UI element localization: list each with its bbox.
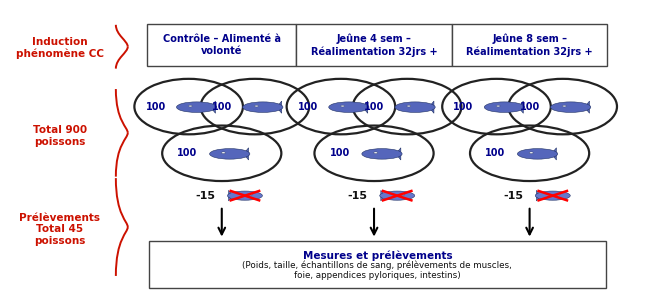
Circle shape	[401, 194, 404, 195]
Text: 100: 100	[485, 148, 505, 158]
Circle shape	[529, 152, 534, 154]
Text: Jeûne 8 sem –
Réalimentation 32jrs +: Jeûne 8 sem – Réalimentation 32jrs +	[466, 34, 593, 57]
Text: 100: 100	[298, 102, 318, 112]
Polygon shape	[244, 148, 249, 160]
Circle shape	[496, 105, 500, 107]
Text: Induction
phénomène CC: Induction phénomène CC	[16, 37, 103, 59]
Text: Jeûne 4 sem –
Réalimentation 32jrs +: Jeûne 4 sem – Réalimentation 32jrs +	[310, 34, 438, 57]
Text: foie, appendices pyloriques, intestins): foie, appendices pyloriques, intestins)	[294, 272, 461, 280]
Text: 100: 100	[212, 102, 232, 112]
Polygon shape	[396, 148, 401, 160]
Circle shape	[373, 152, 378, 154]
Ellipse shape	[536, 191, 570, 200]
Polygon shape	[518, 101, 524, 113]
Text: -15: -15	[195, 191, 215, 201]
Polygon shape	[381, 190, 385, 201]
Circle shape	[340, 105, 345, 107]
Text: 100: 100	[177, 148, 197, 158]
Ellipse shape	[518, 149, 557, 159]
Ellipse shape	[485, 102, 524, 112]
Text: 100: 100	[364, 102, 384, 112]
Text: Contrôle – Alimenté à
volonté: Contrôle – Alimenté à volonté	[163, 34, 281, 56]
FancyBboxPatch shape	[149, 241, 606, 288]
Polygon shape	[363, 101, 368, 113]
Circle shape	[188, 105, 193, 107]
Text: 100: 100	[453, 102, 473, 112]
Ellipse shape	[551, 102, 591, 112]
FancyBboxPatch shape	[296, 24, 451, 67]
Circle shape	[249, 194, 252, 195]
Polygon shape	[429, 101, 434, 113]
Text: Total 900
poissons: Total 900 poissons	[32, 125, 87, 147]
Text: 100: 100	[520, 102, 540, 112]
Circle shape	[221, 152, 226, 154]
Text: Mesures et prélèvements: Mesures et prélèvements	[303, 250, 452, 261]
Ellipse shape	[177, 102, 216, 112]
Ellipse shape	[380, 191, 414, 200]
Ellipse shape	[329, 102, 369, 112]
Circle shape	[562, 105, 567, 107]
Ellipse shape	[395, 102, 435, 112]
Circle shape	[406, 105, 411, 107]
Polygon shape	[551, 148, 557, 160]
Circle shape	[254, 105, 259, 107]
Polygon shape	[228, 190, 233, 201]
Polygon shape	[211, 101, 216, 113]
Polygon shape	[585, 101, 589, 113]
Text: (Poids, taille, échantillons de sang, prélèvements de muscles,: (Poids, taille, échantillons de sang, pr…	[242, 261, 512, 270]
Ellipse shape	[228, 191, 262, 200]
FancyBboxPatch shape	[451, 24, 608, 67]
Ellipse shape	[362, 149, 402, 159]
Text: -15: -15	[348, 191, 367, 201]
Ellipse shape	[243, 102, 283, 112]
Polygon shape	[536, 190, 541, 201]
Circle shape	[557, 194, 560, 195]
Text: Prélèvements
Total 45
poissons: Prélèvements Total 45 poissons	[19, 213, 100, 246]
Text: -15: -15	[503, 191, 523, 201]
Text: 100: 100	[330, 148, 350, 158]
Polygon shape	[277, 101, 282, 113]
FancyBboxPatch shape	[148, 24, 297, 67]
Text: 100: 100	[146, 102, 166, 112]
Ellipse shape	[210, 149, 250, 159]
